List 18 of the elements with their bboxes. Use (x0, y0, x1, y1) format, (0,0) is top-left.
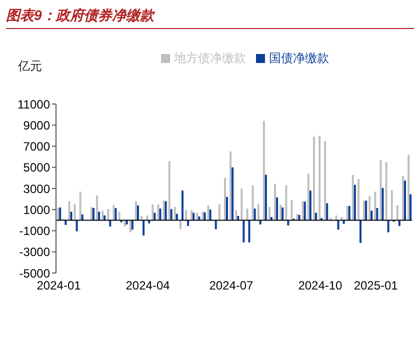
legend-label: 国债净缴款 (269, 51, 329, 65)
y-tick-label: -3000 (19, 245, 50, 260)
x-tick-label: 2024-07 (209, 278, 254, 293)
y-tick-label: 11000 (18, 97, 50, 112)
y-tick-label: 5000 (23, 160, 50, 175)
y-axis-title: 亿元 (18, 58, 42, 75)
x-tick-label: 2025-01 (354, 278, 398, 293)
x-tick-label: 2024-10 (298, 278, 343, 293)
chart-title: 图表9：政府债券净缴款 (6, 4, 414, 29)
y-tick-label: 3000 (23, 182, 50, 196)
y-tick-label: -1000 (19, 224, 50, 238)
legend-label: 地方债净缴款 (174, 51, 246, 65)
x-tick-label: 2024-04 (126, 278, 170, 293)
y-tick-label: -5000 (19, 266, 50, 280)
y-tick-label: 9000 (23, 118, 50, 132)
y-tick-label: 1000 (23, 202, 50, 217)
x-tick-label: 2024-01 (36, 278, 82, 293)
y-tick-label: 7000 (23, 140, 50, 154)
